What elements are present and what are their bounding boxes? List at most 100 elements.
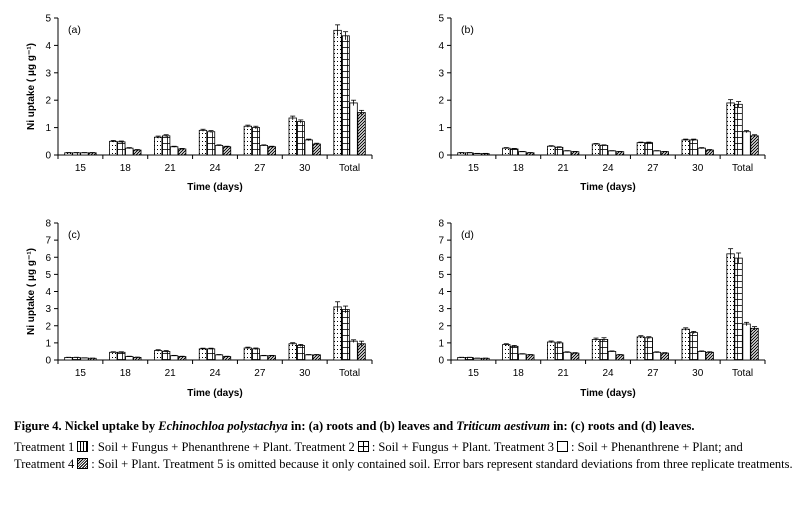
x-tick-label: 30 (299, 163, 311, 174)
x-tick-label: 24 (209, 368, 221, 379)
bar (742, 131, 751, 156)
bar (681, 328, 690, 361)
bar (457, 357, 466, 361)
bar (153, 136, 163, 156)
bar (660, 151, 670, 156)
bar (554, 146, 564, 156)
bar (259, 355, 269, 361)
bar (341, 35, 350, 156)
bar (599, 339, 609, 361)
bar (591, 143, 601, 156)
bar (64, 357, 73, 361)
bar (636, 336, 646, 361)
bar (750, 135, 759, 156)
bar (562, 150, 572, 156)
bar (570, 151, 580, 156)
x-tick-label: 21 (165, 163, 177, 174)
bar (636, 142, 646, 156)
x-tick-label: 24 (602, 368, 614, 379)
bar (518, 151, 527, 156)
bar (502, 147, 511, 156)
y-tick-label: 0 (45, 356, 51, 367)
x-tick-label: 30 (692, 163, 704, 174)
bar (243, 347, 253, 361)
panel-label: (a) (68, 24, 81, 36)
legend-treatment-4-text: : Soil + Plant. Treatment 5 is omitted b… (91, 457, 793, 471)
bar (546, 145, 556, 156)
x-tick-label: 24 (209, 163, 221, 174)
y-tick-label: 2 (45, 321, 51, 332)
bar (357, 112, 366, 156)
x-tick-label: Total (732, 163, 753, 174)
bar (125, 356, 134, 361)
bar (465, 357, 474, 361)
y-tick-label: 5 (438, 14, 444, 25)
y-tick-label: 2 (45, 96, 51, 107)
bar (473, 357, 482, 361)
bar (615, 151, 625, 156)
x-tick-label: 27 (647, 368, 659, 379)
bar (652, 150, 662, 156)
y-tick-label: 4 (45, 287, 51, 298)
bar (502, 344, 511, 361)
bar (726, 253, 735, 361)
x-tick-label: 15 (75, 368, 87, 379)
bar (64, 152, 73, 156)
bar (169, 146, 179, 156)
bar (341, 309, 350, 361)
bar (109, 140, 118, 156)
y-tick-label: 5 (438, 270, 444, 281)
bar (689, 332, 698, 361)
bar (88, 152, 97, 156)
bar (607, 351, 617, 361)
y-tick-label: 4 (438, 41, 444, 52)
y-tick-label: 5 (45, 14, 51, 25)
bar (251, 348, 261, 361)
bar (169, 355, 179, 361)
x-tick-label: 18 (513, 368, 525, 379)
bar (161, 351, 171, 361)
bar (153, 350, 163, 361)
bar (288, 117, 297, 156)
y-tick-label: 0 (438, 356, 444, 367)
bar (80, 357, 89, 361)
bar (750, 327, 759, 361)
bar (125, 147, 134, 156)
bar (742, 323, 751, 361)
bar (251, 127, 261, 156)
chart-panel-2: 0 1 2 3 4 5 15 18 21 24 27 30 Total (b) Time (days) (438, 14, 766, 193)
bar (644, 142, 654, 156)
bar (660, 352, 670, 361)
bar (734, 103, 743, 156)
bar (72, 357, 81, 361)
bar (296, 121, 305, 156)
y-tick-label: 5 (45, 270, 51, 281)
y-tick-label: 6 (45, 253, 51, 264)
bar (465, 152, 474, 156)
chart-panel-4: 0 1 2 3 4 5 6 7 8 15 18 21 24 27 30 Total (d) Time (days) (438, 219, 766, 399)
bar (214, 354, 224, 361)
x-tick-label: Total (339, 368, 360, 379)
x-axis-title: Time (days) (187, 182, 242, 193)
x-tick-label: 30 (299, 368, 311, 379)
x-tick-label: 30 (692, 368, 704, 379)
y-tick-label: 3 (438, 68, 444, 79)
y-tick-label: 0 (438, 151, 444, 162)
bar (259, 145, 269, 156)
bar (726, 102, 735, 156)
figure-caption: Figure 4. Nickel uptake by Echinochloa p… (14, 418, 794, 473)
bar (72, 152, 81, 156)
bar (510, 345, 519, 361)
bar (198, 129, 208, 156)
y-tick-label: 4 (45, 41, 51, 52)
bar (312, 143, 321, 156)
y-axis-title: Ni uptake ( μg g⁻¹) (26, 43, 37, 130)
bar (546, 341, 556, 361)
x-tick-label: 15 (468, 163, 480, 174)
x-tick-label: 18 (120, 163, 132, 174)
legend-swatch-grid-icon (357, 441, 369, 452)
bar (206, 348, 216, 361)
y-tick-label: 1 (438, 338, 444, 349)
bar (554, 342, 564, 361)
